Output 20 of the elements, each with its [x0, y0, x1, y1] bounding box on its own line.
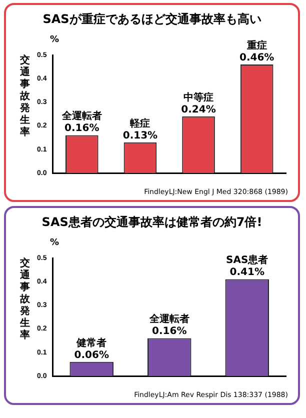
x-tick-label: SAS患者 — [226, 254, 268, 266]
x-tick-label: 全運転者 — [148, 313, 190, 326]
x-tick-label: 中等症 — [184, 91, 214, 104]
text: % — [50, 35, 60, 45]
x-tick-label: 全運転者 — [60, 110, 102, 122]
data-label: 0.24% — [181, 104, 216, 116]
y-axis-title: 交通事故発生率 — [20, 55, 31, 139]
chart-title: SASが重症であるほど交通事故率も高い — [42, 11, 262, 27]
data-label: 0.46% — [239, 52, 274, 64]
data-label: 0.41% — [230, 267, 264, 278]
x-tick-label: 軽症 — [129, 117, 150, 130]
data-label: 0.06% — [74, 350, 109, 361]
data-label: 0.16% — [64, 123, 100, 134]
data-label: 0.16% — [152, 326, 187, 338]
data-label: 0.13% — [122, 130, 158, 142]
chart-title: SAS患者の交通事故率は健常者の約7倍! — [40, 214, 264, 230]
x-tick-label: 重症 — [246, 39, 267, 52]
y-axis-title: 交通事故発生率 — [20, 258, 31, 342]
x-tick-label: 健常者 — [76, 336, 107, 349]
text: % — [50, 238, 60, 248]
